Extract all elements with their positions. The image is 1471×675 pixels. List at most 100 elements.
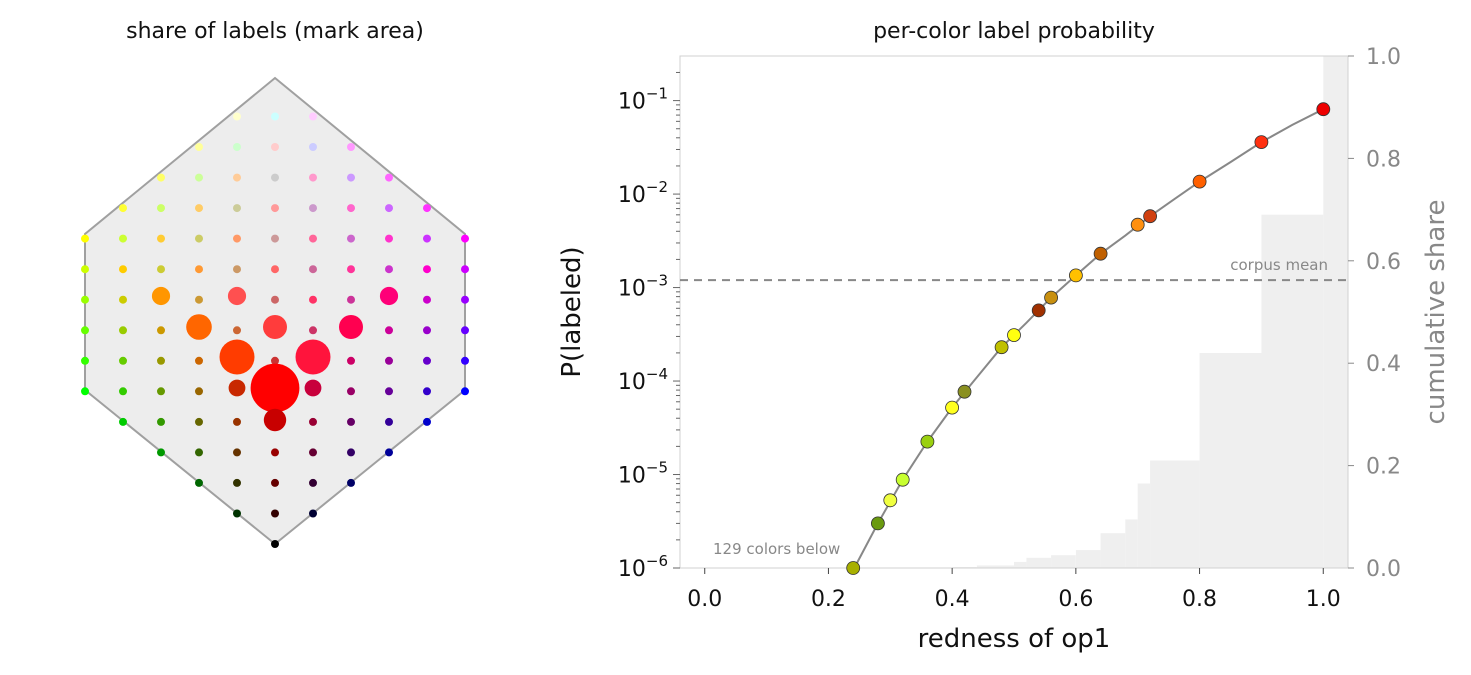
y2-tick-label: 0.8 <box>1366 147 1401 172</box>
grid-dot <box>119 265 127 274</box>
grid-dot <box>271 478 279 487</box>
highlight-dot-light-red <box>263 315 287 339</box>
data-point <box>1007 328 1021 343</box>
grid-dot <box>347 295 355 304</box>
grid-dot <box>461 326 469 335</box>
grid-dot <box>271 234 279 243</box>
grid-dot <box>423 356 431 365</box>
y2-tick-label: 0.2 <box>1366 455 1401 480</box>
grid-dot <box>309 295 317 304</box>
cumulative-bar <box>1261 214 1324 568</box>
grid-dot <box>119 204 127 213</box>
x-tick-label: 0.8 <box>1182 587 1217 612</box>
grid-dot <box>233 509 241 518</box>
grid-dot <box>347 204 355 213</box>
grid-dot <box>423 326 431 335</box>
grid-dot <box>309 265 317 274</box>
grid-dot <box>461 234 469 243</box>
grid-dot <box>81 234 89 243</box>
grid-dot <box>309 143 317 151</box>
hex-color-grid <box>81 76 469 548</box>
x-tick-label: 0.0 <box>687 587 722 612</box>
x-axis-label: redness of op1 <box>918 624 1111 654</box>
grid-dot <box>157 173 165 182</box>
grid-dot <box>157 234 165 243</box>
data-point <box>994 340 1009 355</box>
grid-dot <box>347 478 355 487</box>
grid-dot <box>385 387 393 396</box>
grid-dot <box>385 204 393 213</box>
grid-dot <box>309 478 317 487</box>
grid-dot <box>385 265 393 274</box>
data-point <box>1093 246 1108 261</box>
cumulative-bar <box>1014 561 1027 568</box>
grid-dot <box>233 478 241 487</box>
x-tick-label: 1.0 <box>1306 587 1341 612</box>
data-point <box>1192 174 1207 189</box>
y-axis-label: P(labeled) <box>557 246 587 377</box>
x-tick-label: 0.2 <box>811 587 846 612</box>
grid-dot <box>119 387 127 396</box>
grid-dot <box>195 173 203 182</box>
grid-dot <box>233 112 241 121</box>
grid-dot <box>119 356 127 365</box>
plot-frame <box>679 55 1349 569</box>
y2-tick-label: 1.0 <box>1366 45 1401 70</box>
data-point <box>871 516 885 531</box>
cumulative-bar <box>1323 56 1348 568</box>
cumulative-bar <box>1199 353 1262 568</box>
data-point <box>1031 303 1046 318</box>
grid-dot <box>423 387 431 396</box>
y-tick-label: 10−1 <box>618 85 668 115</box>
data-point <box>1044 290 1058 305</box>
grid-dot <box>195 356 203 365</box>
x-tick-label: 0.4 <box>935 587 970 612</box>
grid-dot <box>423 295 431 304</box>
data-point <box>1316 102 1331 117</box>
grid-dot <box>309 204 317 213</box>
cumulative-bar <box>1075 550 1101 568</box>
y2-tick-label: 0.4 <box>1366 352 1401 377</box>
cumulative-bar <box>1026 557 1052 568</box>
data-point <box>1254 135 1269 150</box>
grid-dot <box>157 326 165 335</box>
grid-dot <box>271 265 279 274</box>
highlight-dot-crimson <box>304 379 322 397</box>
highlight-dot-orange-2 <box>151 286 171 306</box>
y-tick-label: 10−2 <box>618 178 668 208</box>
data-point <box>846 561 861 575</box>
grid-dot <box>271 295 279 304</box>
highlight-dot-orange <box>186 314 212 340</box>
y-tick-label: 10−5 <box>618 459 668 489</box>
highlight-dot-dark-red <box>263 408 287 432</box>
grid-dot <box>233 417 241 426</box>
grid-dot <box>119 417 127 426</box>
grid-dot <box>81 265 89 274</box>
grid-dot <box>119 295 127 304</box>
grid-dot <box>195 448 203 457</box>
grid-dot <box>81 295 89 304</box>
grid-dot <box>309 112 317 121</box>
grid-dot <box>423 234 431 243</box>
grid-dot <box>195 204 203 213</box>
cumulative-bar <box>1051 555 1076 568</box>
grid-dot <box>271 112 279 121</box>
y-tick-label: 10−6 <box>618 552 668 582</box>
grid-dot <box>347 417 355 426</box>
grid-dot <box>195 478 203 487</box>
grid-dot <box>309 173 317 182</box>
grid-dot <box>233 234 241 243</box>
highlight-dot-pink <box>339 315 363 339</box>
grid-dot <box>271 143 279 151</box>
y2-tick-label: 0.0 <box>1366 557 1401 582</box>
grid-dot <box>195 417 203 426</box>
cumulative-bar <box>1100 533 1126 568</box>
grid-dot <box>195 265 203 274</box>
grid-dot <box>233 204 241 213</box>
grid-dot <box>233 143 241 151</box>
grid-dot <box>347 448 355 457</box>
grid-dot <box>81 356 89 365</box>
grid-dot <box>233 265 241 274</box>
grid-dot <box>347 265 355 274</box>
